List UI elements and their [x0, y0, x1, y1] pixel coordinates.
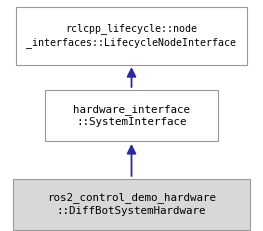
FancyBboxPatch shape: [13, 179, 250, 230]
Text: hardware_interface
::SystemInterface: hardware_interface ::SystemInterface: [73, 104, 190, 127]
Text: rclcpp_lifecycle::node
_interfaces::LifecycleNodeInterface: rclcpp_lifecycle::node _interfaces::Life…: [27, 24, 236, 48]
Text: ros2_control_demo_hardware
::DiffBotSystemHardware: ros2_control_demo_hardware ::DiffBotSyst…: [47, 193, 216, 216]
FancyBboxPatch shape: [45, 90, 218, 141]
FancyBboxPatch shape: [16, 7, 247, 65]
